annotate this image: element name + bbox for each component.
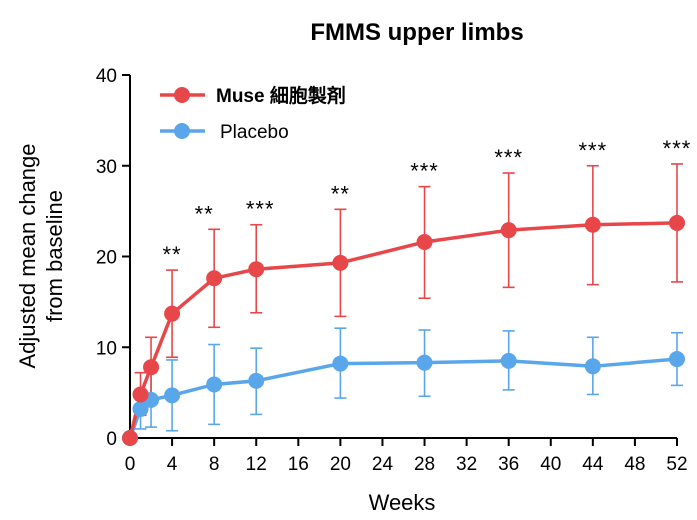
y-tick-label: 0 xyxy=(106,429,117,450)
x-tick-label: 4 xyxy=(167,454,178,475)
legend-label: Placebo xyxy=(220,122,289,143)
y-axis-label: Adjusted mean changefrom baseline xyxy=(15,143,67,368)
x-axis-label: Weeks xyxy=(369,490,436,515)
x-tick-label: 32 xyxy=(456,454,477,475)
y-tick-label: 10 xyxy=(96,338,117,359)
x-tick-label: 16 xyxy=(288,454,309,475)
y-tick-label: 40 xyxy=(96,66,117,87)
chart-title: FMMS upper limbs xyxy=(310,19,523,46)
data-points xyxy=(122,214,685,446)
significance-marker: ** xyxy=(195,201,214,226)
data-point xyxy=(164,387,181,404)
data-point xyxy=(500,352,517,369)
x-tick-label: 40 xyxy=(540,454,561,475)
significance-marker: *** xyxy=(246,197,275,222)
significance-marker: *** xyxy=(494,145,523,170)
data-point xyxy=(248,372,265,389)
y-axis-label-text: Adjusted mean changefrom baseline xyxy=(15,143,67,368)
x-tick-label: 28 xyxy=(414,454,435,475)
x-tick-label: 36 xyxy=(498,454,519,475)
legend-marker xyxy=(174,123,190,139)
significance-marker: *** xyxy=(579,138,608,163)
legend-entry: Muse 細胞製剤 xyxy=(160,84,346,107)
significance-marker: ** xyxy=(331,181,350,206)
significance-marker: *** xyxy=(410,159,439,184)
x-tick-label: 24 xyxy=(372,454,394,475)
y-tick-label: 30 xyxy=(96,157,117,178)
x-tick-label: 48 xyxy=(624,454,645,475)
data-point xyxy=(332,254,349,271)
data-point xyxy=(206,376,223,393)
legend-label: Muse 細胞製剤 xyxy=(216,84,346,107)
legend: Muse 細胞製剤 Placebo xyxy=(160,84,346,143)
data-point xyxy=(132,400,149,417)
data-point xyxy=(132,386,149,403)
y-axis-label-line: from baseline xyxy=(42,190,67,322)
data-point xyxy=(332,355,349,372)
significance-annotations: **** *********** *** *** xyxy=(163,136,692,267)
y-axis-label-line: Adjusted mean change xyxy=(15,143,40,368)
data-point xyxy=(416,233,433,250)
x-tick-label: 44 xyxy=(582,454,604,475)
data-point xyxy=(164,305,181,322)
data-point xyxy=(584,216,601,233)
data-point xyxy=(669,351,685,368)
data-point xyxy=(122,430,138,446)
x-tick-label: 0 xyxy=(125,454,136,475)
series-line xyxy=(128,221,678,439)
error-bars xyxy=(134,163,683,432)
data-point xyxy=(584,358,601,375)
data-point xyxy=(416,354,433,371)
series-lines xyxy=(128,221,678,439)
x-tick-label: 8 xyxy=(209,454,220,475)
x-tick-label: 12 xyxy=(246,454,267,475)
significance-marker: ** xyxy=(163,242,182,267)
y-tick-label: 20 xyxy=(96,248,117,269)
data-point xyxy=(248,261,265,278)
data-point xyxy=(500,222,517,239)
data-point xyxy=(669,214,685,231)
x-tick-label: 20 xyxy=(330,454,351,475)
data-point xyxy=(206,270,223,287)
x-tick-label: 52 xyxy=(666,454,687,475)
significance-marker: *** xyxy=(663,136,692,161)
legend-entry: Placebo xyxy=(160,122,289,143)
data-point xyxy=(143,359,160,376)
legend-marker xyxy=(174,87,190,103)
